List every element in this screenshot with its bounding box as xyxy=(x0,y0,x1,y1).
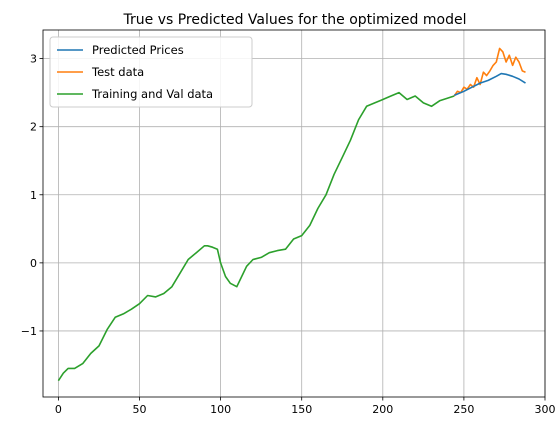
x-tick-label: 300 xyxy=(535,403,555,416)
y-tick-label: 0 xyxy=(30,257,37,270)
y-tick-label: −1 xyxy=(21,325,37,338)
x-tick-label: 100 xyxy=(210,403,231,416)
y-tick-label: 3 xyxy=(30,53,37,66)
legend-label: Test data xyxy=(91,65,144,79)
x-tick-label: 250 xyxy=(453,403,474,416)
legend: Predicted Prices Test data Training and Va… xyxy=(49,36,253,108)
y-tick-label: 1 xyxy=(30,189,37,202)
legend-box xyxy=(49,36,253,108)
axis-ticks: 0 50 100 150 200 250 300 −1 0 1 2 3 xyxy=(21,53,555,416)
x-tick-label: 150 xyxy=(291,403,312,416)
y-tick-label: 2 xyxy=(30,121,37,134)
series-lines xyxy=(57,47,526,382)
plot-frame xyxy=(42,29,546,398)
series-line-1 xyxy=(453,47,526,97)
x-tick-label: 50 xyxy=(133,403,147,416)
series-line-2 xyxy=(57,91,455,382)
legend-label: Predicted Prices xyxy=(92,43,184,57)
x-tick-label: 0 xyxy=(55,403,62,416)
x-tick-label: 200 xyxy=(372,403,393,416)
legend-label: Training and Val data xyxy=(91,87,213,101)
series-line-0 xyxy=(453,72,526,97)
chart-title: True vs Predicted Values for the optimiz… xyxy=(123,12,467,28)
